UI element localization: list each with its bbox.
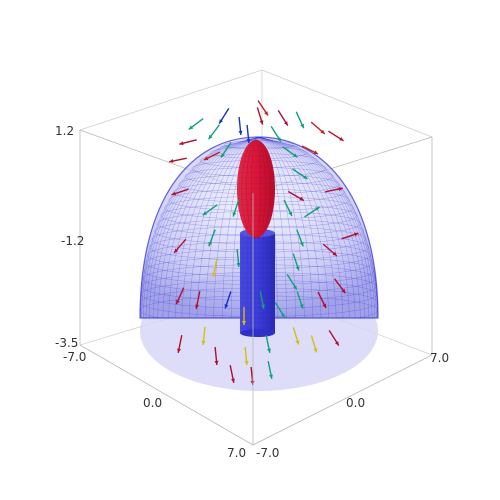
field-arrow (328, 131, 343, 141)
field-arrow (257, 107, 263, 124)
blue-cylinder (240, 229, 275, 337)
x-tick-mid: 0.0 (143, 396, 162, 410)
z-tick-top: 1.2 (55, 124, 74, 138)
field-arrow (311, 122, 325, 134)
field-arrow (278, 110, 288, 125)
y-tick-min: -7.0 (256, 446, 279, 460)
field-arrow (179, 140, 196, 145)
red-ellipsoid (237, 140, 275, 238)
field-arrow (219, 108, 229, 123)
y-tick-mid: 0.0 (346, 396, 365, 410)
field-arrow (189, 119, 203, 130)
field-arrow (209, 125, 220, 139)
z-tick-bottom: -3.5 (55, 336, 78, 350)
y-tick-max: 7.0 (430, 351, 449, 365)
field-arrow (169, 158, 187, 163)
z-tick-mid: -1.2 (61, 234, 84, 248)
x-tick-min: -7.0 (63, 350, 86, 364)
x-tick-max: 7.0 (227, 446, 246, 460)
field-arrow (296, 112, 304, 128)
field-arrow (239, 117, 243, 135)
